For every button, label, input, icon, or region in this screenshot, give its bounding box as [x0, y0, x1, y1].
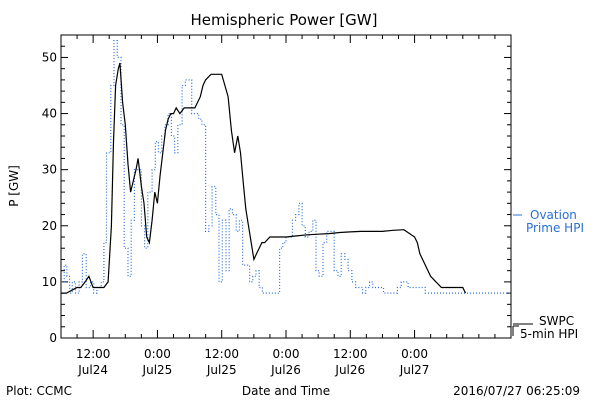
x-tick-label-time: 12:00	[333, 347, 368, 361]
x-tick-label-date: Jul25	[206, 363, 237, 377]
plot-credit: Plot: CCMC	[6, 384, 72, 398]
x-tick-label-time: 12:00	[204, 347, 239, 361]
y-axis-label: P [GW]	[7, 165, 21, 207]
series-layer	[61, 40, 510, 294]
plot-timestamp: 2016/07/27 06:25:09	[453, 384, 580, 398]
legend-ovation-line2: Prime HPI	[526, 221, 584, 235]
y-axis: 0 10 20 30 40 50	[42, 34, 511, 345]
x-tick-label-date: Jul25	[142, 363, 173, 377]
x-tick-label-date: Jul27	[399, 363, 430, 377]
x-tick-label-date: Jul26	[270, 363, 301, 377]
x-tick-label-date: Jul26	[334, 363, 365, 377]
x-tick-label-time: 0:00	[273, 347, 300, 361]
y-tick-label: 20	[42, 219, 57, 233]
x-axis-label: Date and Time	[242, 384, 330, 398]
series-swpc-line	[61, 62, 467, 294]
x-tick-label-time: 12:00	[76, 347, 111, 361]
legend-swpc-line2: 5-min HPI	[520, 327, 578, 341]
x-tick-label-date: Jul24	[77, 363, 108, 377]
chart-title: Hemispheric Power [GW]	[191, 11, 378, 29]
legend-ovation-line1: Ovation	[530, 208, 577, 222]
x-tick-label-time: 0:00	[144, 347, 171, 361]
y-tick-label: 40	[42, 107, 57, 121]
y-tick-label: 10	[42, 275, 57, 289]
series-ovation-prime-line	[61, 40, 510, 294]
legend-swpc-line1: SWPC	[539, 314, 574, 328]
y-tick-label: 0	[49, 331, 57, 345]
x-tick-label-time: 0:00	[401, 347, 428, 361]
y-tick-label: 50	[42, 50, 57, 64]
x-axis: 12:00 Jul24 0:00 Jul25 12:00 Jul25 0:00 Jul26 12…	[60, 35, 512, 377]
y-tick-label: 30	[42, 163, 57, 177]
